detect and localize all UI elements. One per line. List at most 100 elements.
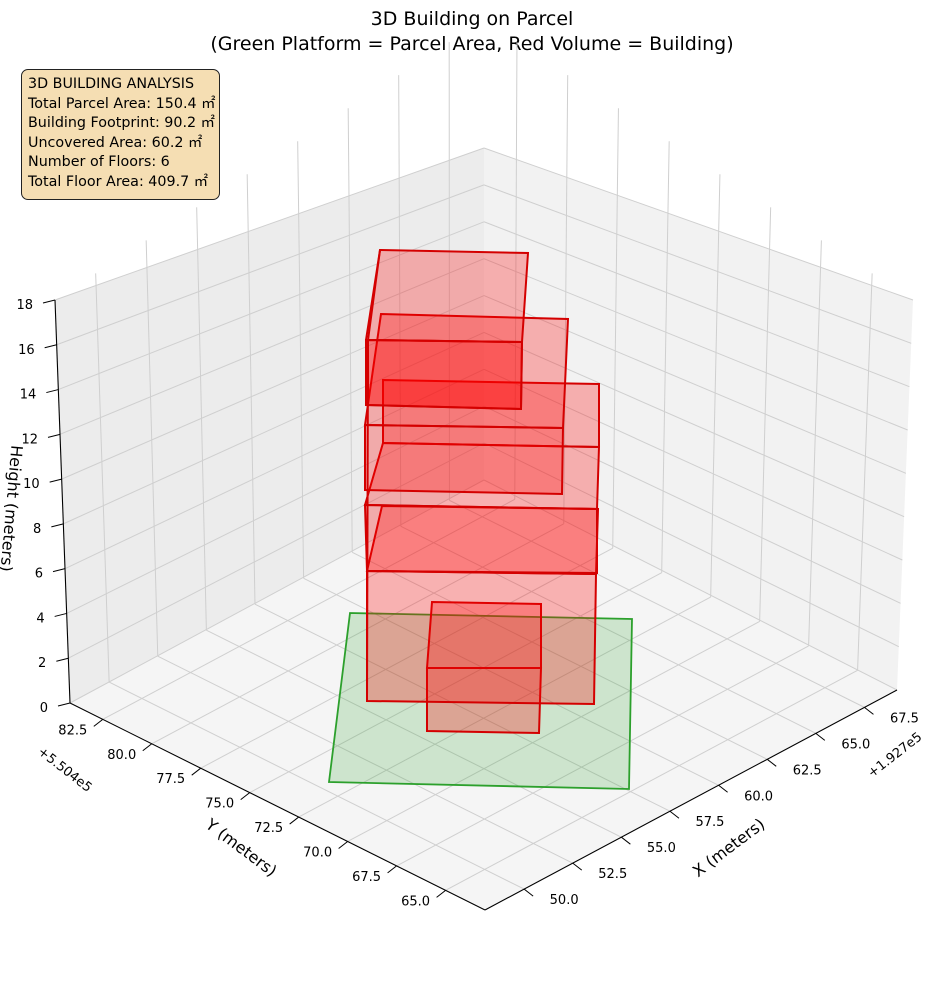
building-floor-6 [366,248,530,411]
y-tick-label: 65.0 [401,894,430,909]
grid-z-right-wall [483,295,907,474]
pane-floor [70,480,897,910]
grid-z-left-wall [69,479,485,704]
floor-front-face [363,503,598,575]
y-tick-mark [338,841,348,849]
z-tick-label: 4 [36,611,44,626]
grid-y-wall [710,174,721,598]
grid-x-floor [108,681,525,890]
z-tick-mark [57,702,71,707]
y-tick-mark [289,816,299,825]
z-tick-label: 2 [38,656,46,671]
floor-front-face [364,423,565,496]
y-tick-label: 72.5 [254,821,283,836]
grid-z-right-wall [483,442,899,648]
grid-y-floor [396,645,809,867]
x-tick-label: 60.0 [744,789,773,804]
grid-x-wall [196,207,207,631]
y-tick-mark [436,889,446,898]
y-tick-label: 75.0 [205,797,234,812]
z-tick-label: 8 [33,522,41,537]
grid-x-floor [157,655,573,864]
y-tick-label: 67.5 [352,870,381,885]
grid-y-floor [200,547,613,769]
y-offset-label: +5.504e5 [35,744,95,795]
grid-z-left-wall [54,147,485,301]
grid-x-floor [254,603,671,812]
grid-z-left-wall [68,442,485,659]
info-parcel-area: Total Parcel Area: 150.4 ㎡ [28,95,216,112]
grid-z-left-wall [64,368,485,570]
x-tick-label: 67.5 [890,711,919,726]
y-tick-label: 77.5 [156,772,185,787]
grid-x-floor [449,499,865,708]
x-tick-label: 57.5 [696,815,725,830]
z-tick-mark [51,523,64,528]
z-tick-mark [42,299,56,304]
x-tick-label: 65.0 [841,737,870,752]
info-heading: 3D BUILDING ANALYSIS [28,76,195,92]
grid-y-floor [347,621,760,842]
z-tick-mark [47,433,61,438]
info-number-of-floors: Number of Floors: 6 [28,154,170,171]
y-tick-label: 82.5 [58,723,87,738]
grid-z-right-wall [483,184,912,344]
grid-y-wall [612,108,619,549]
grid-z-right-wall [483,368,903,561]
grid-x-floor [351,551,768,760]
floor-front-face [366,569,598,706]
floor-upper-face [366,248,530,344]
x-tick-mark [864,706,874,715]
y-tick-label: 80.0 [107,748,136,763]
grid-z-left-wall [61,295,485,480]
pane-left-wall [55,148,484,703]
grid-z-left-wall [66,405,485,614]
z-tick-mark [54,612,67,617]
grid-z-left-wall [59,258,485,435]
floor-front-face [426,667,543,735]
z-axis-label: Height (meters) [0,444,26,572]
grid-x-wall [398,75,402,527]
z-tick-label: 18 [16,298,33,313]
z-tick-label: 12 [21,432,38,447]
x-tick-mark [815,732,826,741]
x-tick-mark [572,862,583,871]
grid-x-floor [206,629,622,838]
grid-y-wall [857,273,873,671]
chart-title: 3D Building on Parcel [371,8,574,30]
z-tick-mark [52,568,66,573]
x-tick-label: 52.5 [598,867,627,882]
floor-front-face [367,338,524,411]
x-axis-line [484,689,898,911]
y-tick-mark [191,767,202,776]
grid-z-right-wall [483,331,905,518]
parcel-area-polygon [327,612,633,790]
tick-marks: 50.0 52.5 55.0 57.5 60.0 62.5 65.0 67.5 65.0 67.5… [16,298,918,909]
z-tick-label: 10 [23,477,40,492]
grid-x-wall [95,273,110,683]
x-offset-label: +1.927e5 [865,730,925,781]
grid-y-wall [661,141,670,573]
grid-y-floor [102,498,516,720]
grid-z-left-wall [63,331,485,525]
x-tick-mark [669,810,680,819]
z-tick-mark [49,478,62,483]
grid-z-right-wall [483,405,901,604]
grid-y-floor [445,669,858,891]
grid-y-wall [808,240,822,646]
y-tick-mark [240,792,251,801]
x-tick-mark [523,888,534,897]
z-tick-label: 16 [18,343,35,358]
info-building-footprint: Building Footprint: 90.2 ㎡ [28,115,215,132]
grid-z-right-wall [483,479,898,691]
grid-x-wall [246,174,256,605]
grid-y-floor [249,572,662,794]
grid-x-wall [297,141,305,579]
grid-y-wall [759,207,772,622]
y-tick-mark [142,743,153,752]
building-edge-top-left [365,249,381,341]
z-tick-label: 6 [35,567,43,582]
x-tick-label: 62.5 [793,763,822,778]
y-tick-mark [387,865,397,874]
info-uncovered-area: Uncovered Area: 60.2 ㎡ [28,134,203,151]
